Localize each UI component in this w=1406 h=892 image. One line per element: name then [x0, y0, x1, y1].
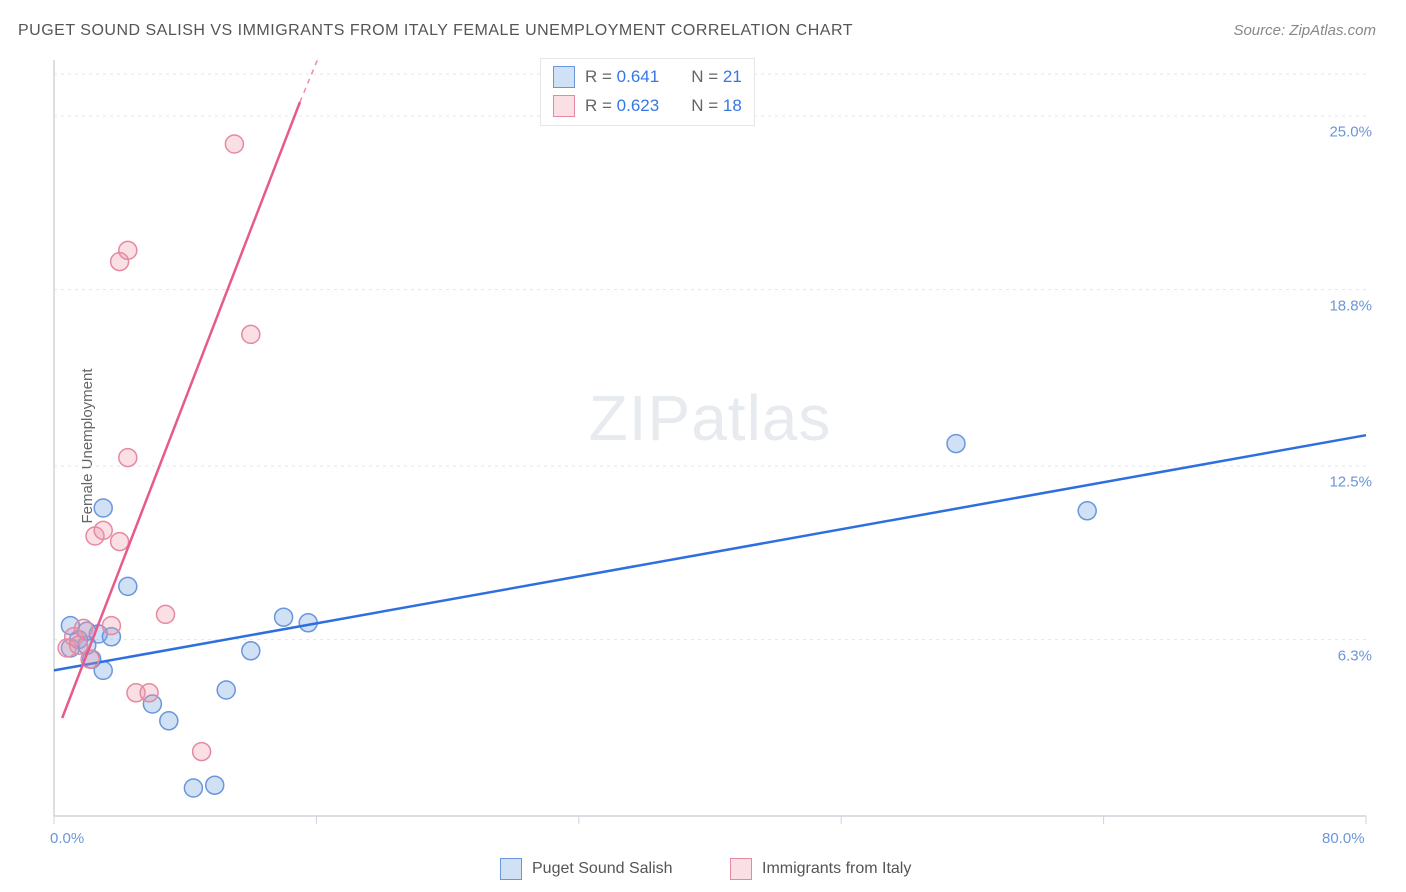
x-legend-item: Immigrants from Italy: [730, 858, 911, 880]
stats-row: R = 0.623 N = 18: [553, 92, 742, 121]
stats-r-label: R = 0.641: [585, 63, 659, 92]
x-legend-label: Puget Sound Salish: [532, 860, 673, 878]
stats-n-label: N = 18: [691, 92, 742, 121]
y-tick-label: 25.0%: [1329, 124, 1372, 141]
swatch-icon: [730, 858, 752, 880]
stats-legend-box: R = 0.641 N = 21 R = 0.623 N = 18: [540, 58, 755, 126]
swatch-icon: [553, 95, 575, 117]
x-legend-item: Puget Sound Salish: [500, 858, 673, 880]
y-tick-label: 6.3%: [1338, 647, 1372, 664]
y-tick-label: 12.5%: [1329, 474, 1372, 491]
chart-title: PUGET SOUND SALISH VS IMMIGRANTS FROM IT…: [18, 22, 853, 40]
scatter-chart: [50, 56, 1370, 844]
x-tick-label: 80.0%: [1322, 830, 1365, 847]
source-label: Source: ZipAtlas.com: [1233, 22, 1376, 39]
plot-area: ZIPatlas: [50, 56, 1370, 844]
stats-row: R = 0.641 N = 21: [553, 63, 742, 92]
x-legend-label: Immigrants from Italy: [762, 860, 911, 878]
swatch-icon: [553, 66, 575, 88]
swatch-icon: [500, 858, 522, 880]
stats-r-label: R = 0.623: [585, 92, 659, 121]
y-tick-label: 18.8%: [1329, 297, 1372, 314]
x-tick-label: 0.0%: [50, 830, 84, 847]
stats-n-label: N = 21: [691, 63, 742, 92]
